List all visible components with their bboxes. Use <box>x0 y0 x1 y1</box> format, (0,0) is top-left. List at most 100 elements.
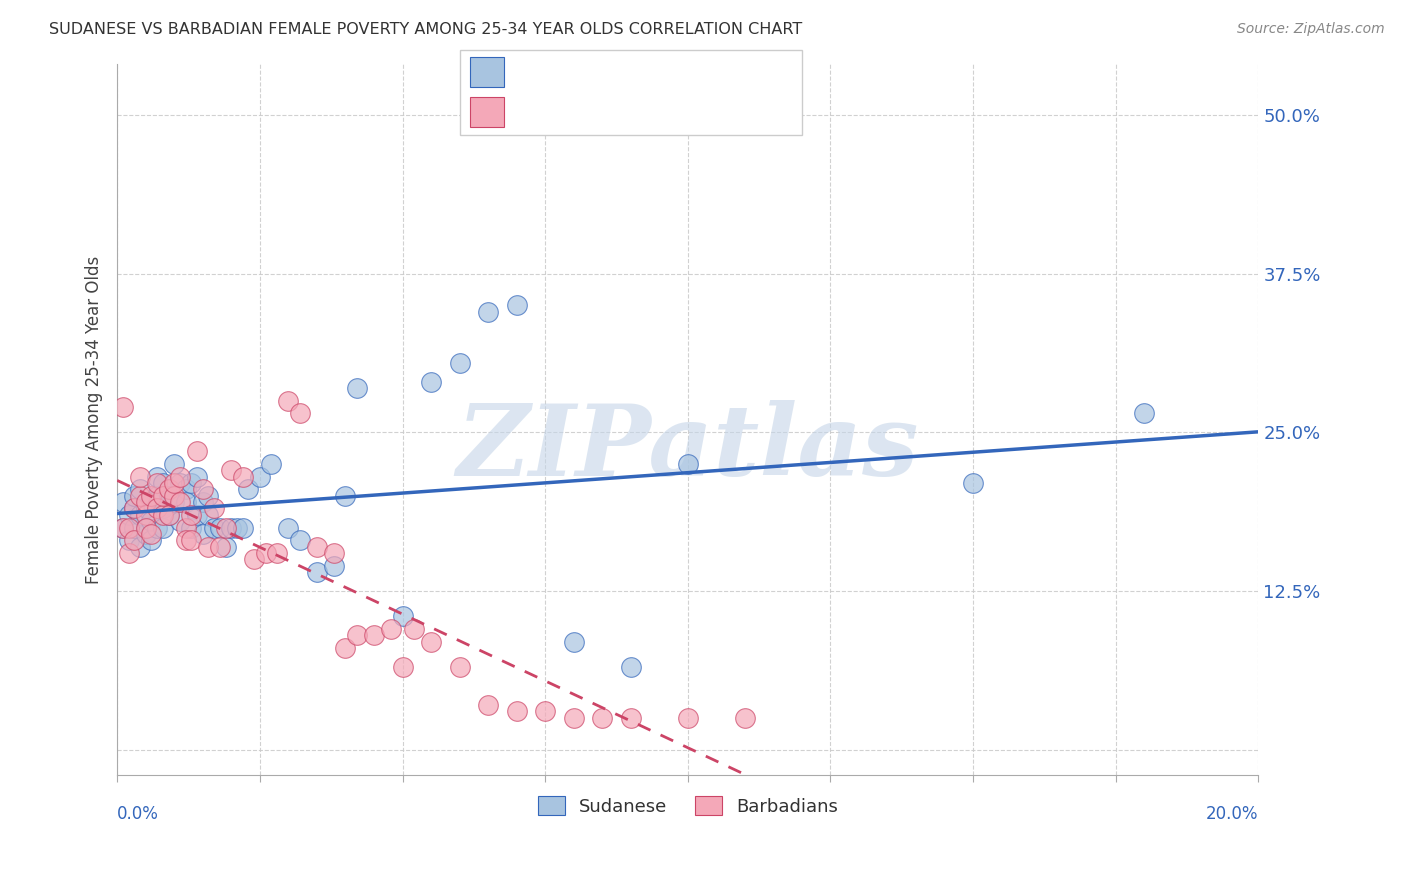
Point <box>202 501 225 516</box>
Point <box>505 298 527 312</box>
Point <box>288 406 311 420</box>
Point <box>146 489 169 503</box>
Point <box>146 469 169 483</box>
Point <box>962 476 984 491</box>
Point <box>141 514 163 528</box>
Point <box>477 698 499 713</box>
Point <box>152 489 174 503</box>
Point <box>117 520 139 534</box>
Point <box>232 520 254 534</box>
Point <box>191 526 214 541</box>
Text: SUDANESE VS BARBADIAN FEMALE POVERTY AMONG 25-34 YEAR OLDS CORRELATION CHART: SUDANESE VS BARBADIAN FEMALE POVERTY AMO… <box>49 22 803 37</box>
Point <box>135 508 157 522</box>
Point <box>169 495 191 509</box>
Point <box>186 444 208 458</box>
Point <box>169 469 191 483</box>
Point <box>124 533 146 548</box>
Text: 0.0%: 0.0% <box>117 805 159 823</box>
Point <box>111 520 134 534</box>
Point <box>135 501 157 516</box>
Point <box>129 540 152 554</box>
Point <box>620 711 643 725</box>
Point <box>124 501 146 516</box>
Point <box>129 508 152 522</box>
Legend: Sudanese, Barbadians: Sudanese, Barbadians <box>530 789 845 822</box>
Point <box>174 533 197 548</box>
Point <box>180 533 202 548</box>
Point <box>266 546 288 560</box>
Point <box>391 609 413 624</box>
Point <box>174 520 197 534</box>
Point <box>238 483 260 497</box>
Point <box>152 508 174 522</box>
Point <box>146 476 169 491</box>
Text: ZIPatlas: ZIPatlas <box>457 400 920 496</box>
Point <box>141 533 163 548</box>
Point <box>249 469 271 483</box>
Point <box>305 565 328 579</box>
Point <box>591 711 613 725</box>
Point <box>197 540 219 554</box>
Point <box>186 508 208 522</box>
Point <box>129 469 152 483</box>
Point <box>141 526 163 541</box>
Point <box>214 540 236 554</box>
Point <box>124 520 146 534</box>
Point <box>157 483 180 497</box>
Point <box>505 705 527 719</box>
Point <box>346 628 368 642</box>
Point <box>197 508 219 522</box>
Point <box>135 495 157 509</box>
Point <box>141 495 163 509</box>
Point <box>180 476 202 491</box>
Point <box>208 540 231 554</box>
Point <box>135 526 157 541</box>
Point <box>169 514 191 528</box>
Point <box>214 520 236 534</box>
Point <box>346 381 368 395</box>
Point <box>221 463 243 477</box>
Point <box>117 508 139 522</box>
Point <box>163 476 186 491</box>
Point <box>402 622 425 636</box>
Point <box>562 711 585 725</box>
Point <box>420 634 443 648</box>
Point <box>124 489 146 503</box>
Point <box>226 520 249 534</box>
Point <box>180 520 202 534</box>
Point <box>169 476 191 491</box>
Point <box>477 305 499 319</box>
Point <box>254 546 277 560</box>
Point <box>135 520 157 534</box>
Point <box>1133 406 1156 420</box>
Point <box>277 520 299 534</box>
Point <box>420 375 443 389</box>
Point <box>534 705 557 719</box>
Point <box>734 711 756 725</box>
Point <box>305 540 328 554</box>
Point <box>243 552 266 566</box>
Point <box>129 483 152 497</box>
Point <box>174 495 197 509</box>
Point <box>163 457 186 471</box>
Point <box>391 660 413 674</box>
Point <box>202 520 225 534</box>
Point <box>186 469 208 483</box>
Point <box>449 660 471 674</box>
Point <box>124 501 146 516</box>
Point <box>620 660 643 674</box>
Point <box>146 520 169 534</box>
Point <box>180 508 202 522</box>
Point <box>163 489 186 503</box>
Point <box>117 533 139 548</box>
Point <box>676 457 699 471</box>
Point <box>323 546 346 560</box>
Point <box>335 641 357 656</box>
Point <box>157 489 180 503</box>
Point <box>152 501 174 516</box>
Point <box>562 634 585 648</box>
Point <box>174 483 197 497</box>
Point <box>135 520 157 534</box>
Point <box>111 495 134 509</box>
Point <box>221 520 243 534</box>
